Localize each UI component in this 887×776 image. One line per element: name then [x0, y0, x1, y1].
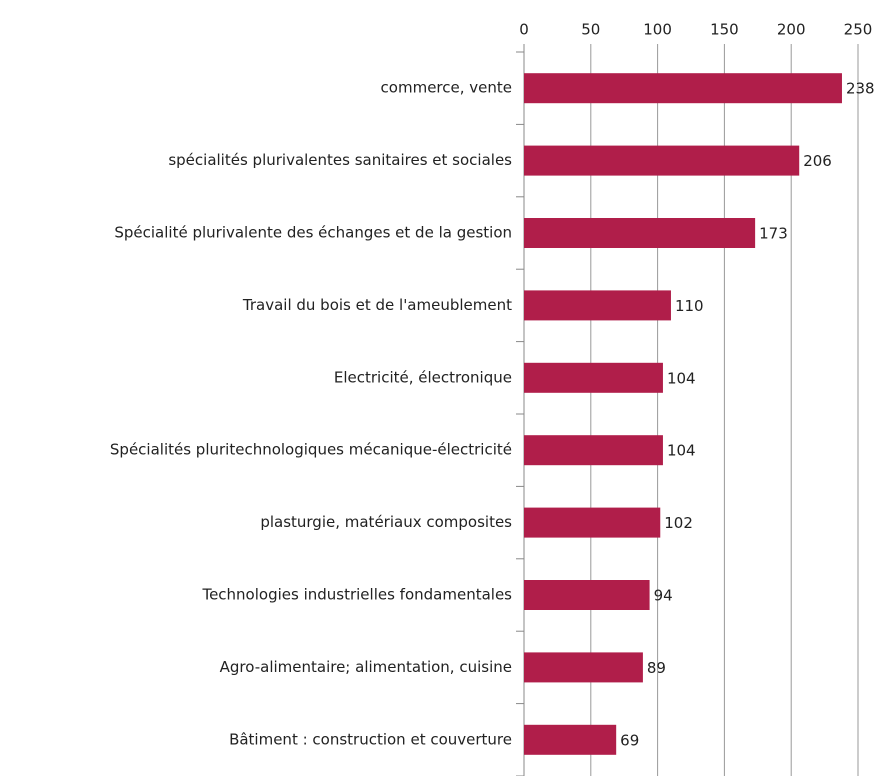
- bar: [524, 724, 617, 755]
- x-tick-label: 0: [519, 21, 529, 39]
- x-tick-label: 100: [643, 21, 672, 39]
- bar: [524, 362, 663, 393]
- value-label: 104: [667, 442, 696, 460]
- value-label: 102: [664, 514, 693, 532]
- y-tick-label: spécialités plurivalentes sanitaires et …: [168, 151, 512, 169]
- y-tick-label: Technologies industrielles fondamentales: [201, 586, 512, 604]
- y-tick-label: Electricité, électronique: [334, 368, 512, 386]
- bar: [524, 580, 650, 610]
- bar: [524, 145, 800, 176]
- x-tick-label: 50: [581, 21, 600, 39]
- y-tick-label: commerce, vente: [381, 79, 512, 97]
- bar: [524, 73, 842, 104]
- value-label: 110: [675, 297, 704, 315]
- y-tick-label: Bâtiment : construction et couverture: [229, 730, 512, 748]
- value-label: 69: [620, 731, 639, 749]
- value-label: 94: [654, 587, 673, 605]
- bar: [524, 652, 643, 683]
- bar: [524, 435, 663, 466]
- x-tick-label: 150: [710, 21, 739, 39]
- value-label: 89: [647, 659, 666, 677]
- bar: [524, 507, 661, 538]
- y-tick-label: Travail du bois et de l'ameublement: [242, 296, 512, 314]
- x-tick-label: 200: [777, 21, 806, 39]
- value-label: 104: [667, 369, 696, 387]
- y-tick-label: Spécialités pluritechnologiques mécaniqu…: [110, 441, 512, 459]
- bar: [524, 290, 671, 321]
- value-label: 238: [846, 80, 875, 98]
- value-label: 206: [803, 152, 832, 170]
- x-tick-label: 250: [844, 21, 873, 39]
- y-tick-label: plasturgie, matériaux composites: [260, 513, 512, 531]
- value-label: 173: [759, 225, 788, 243]
- bar: [524, 218, 756, 248]
- y-tick-label: Agro-alimentaire; alimentation, cuisine: [220, 658, 512, 676]
- y-tick-label: Spécialité plurivalente des échanges et …: [114, 224, 512, 242]
